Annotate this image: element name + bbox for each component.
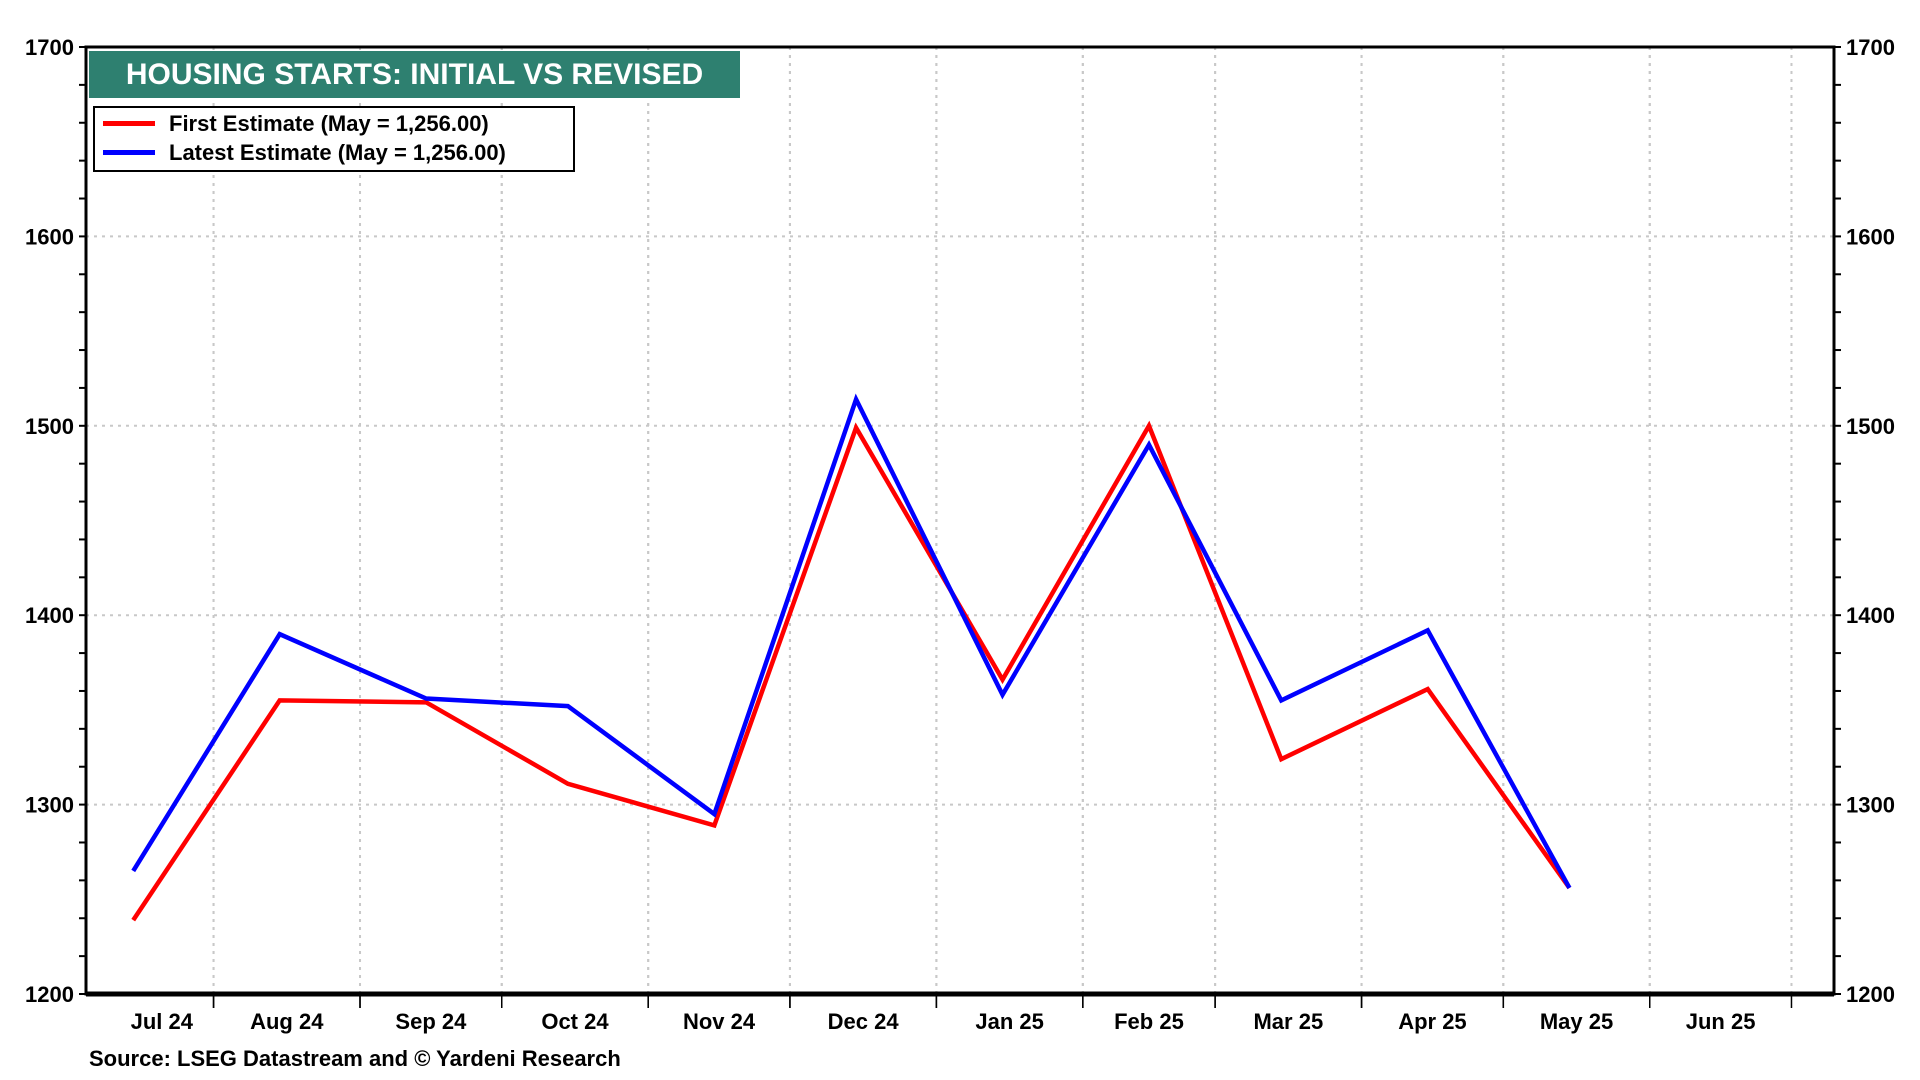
x-tick-label: Mar 25	[1253, 1009, 1323, 1034]
y-tick-label-left: 1600	[25, 224, 74, 249]
y-tick-label-right: 1600	[1846, 224, 1895, 249]
x-tick-label: Sep 24	[395, 1009, 467, 1034]
x-tick-label: Jul 24	[131, 1009, 194, 1034]
plot-frame	[84, 45, 1836, 996]
chart-title: HOUSING STARTS: INITIAL VS REVISED	[89, 51, 740, 98]
y-tick-label-left: 1500	[25, 414, 74, 439]
y-tick-label-left: 1200	[25, 982, 74, 1007]
legend-item-first-estimate: First Estimate (May = 1,256.00)	[103, 110, 573, 137]
y-tick-label-right: 1400	[1846, 603, 1895, 628]
x-tick-label: Aug 24	[250, 1009, 324, 1034]
x-tick-label: Jun 25	[1686, 1009, 1756, 1034]
y-tick-label-left: 1300	[25, 793, 74, 818]
y-tick-label-left: 1400	[25, 603, 74, 628]
x-tick-label: May 25	[1540, 1009, 1613, 1034]
x-tick-label: Nov 24	[683, 1009, 756, 1034]
x-tick-label: Jan 25	[975, 1009, 1044, 1034]
y-tick-label-right: 1700	[1846, 35, 1895, 60]
legend-swatch-blue	[103, 150, 155, 155]
legend-item-latest-estimate: Latest Estimate (May = 1,256.00)	[103, 139, 573, 166]
series-line-latest-estimate	[131, 393, 1572, 890]
y-tick-label-right: 1300	[1846, 793, 1895, 818]
y-tick-label-right: 1200	[1846, 982, 1895, 1007]
y-tick-label-left: 1700	[25, 35, 74, 60]
x-tick-label: Dec 24	[828, 1009, 900, 1034]
source-note: Source: LSEG Datastream and © Yardeni Re…	[89, 1046, 621, 1071]
x-tick-label: Oct 24	[541, 1009, 609, 1034]
legend-label: First Estimate (May = 1,256.00)	[169, 110, 489, 136]
legend-swatch-red	[103, 121, 155, 126]
x-tick-label: Feb 25	[1114, 1009, 1184, 1034]
legend-label: Latest Estimate (May = 1,256.00)	[169, 139, 506, 165]
legend: First Estimate (May = 1,256.00) Latest E…	[93, 106, 575, 172]
y-tick-label-right: 1500	[1846, 414, 1895, 439]
x-tick-label: Apr 25	[1398, 1009, 1466, 1034]
series-line-first-estimate	[131, 420, 1572, 922]
